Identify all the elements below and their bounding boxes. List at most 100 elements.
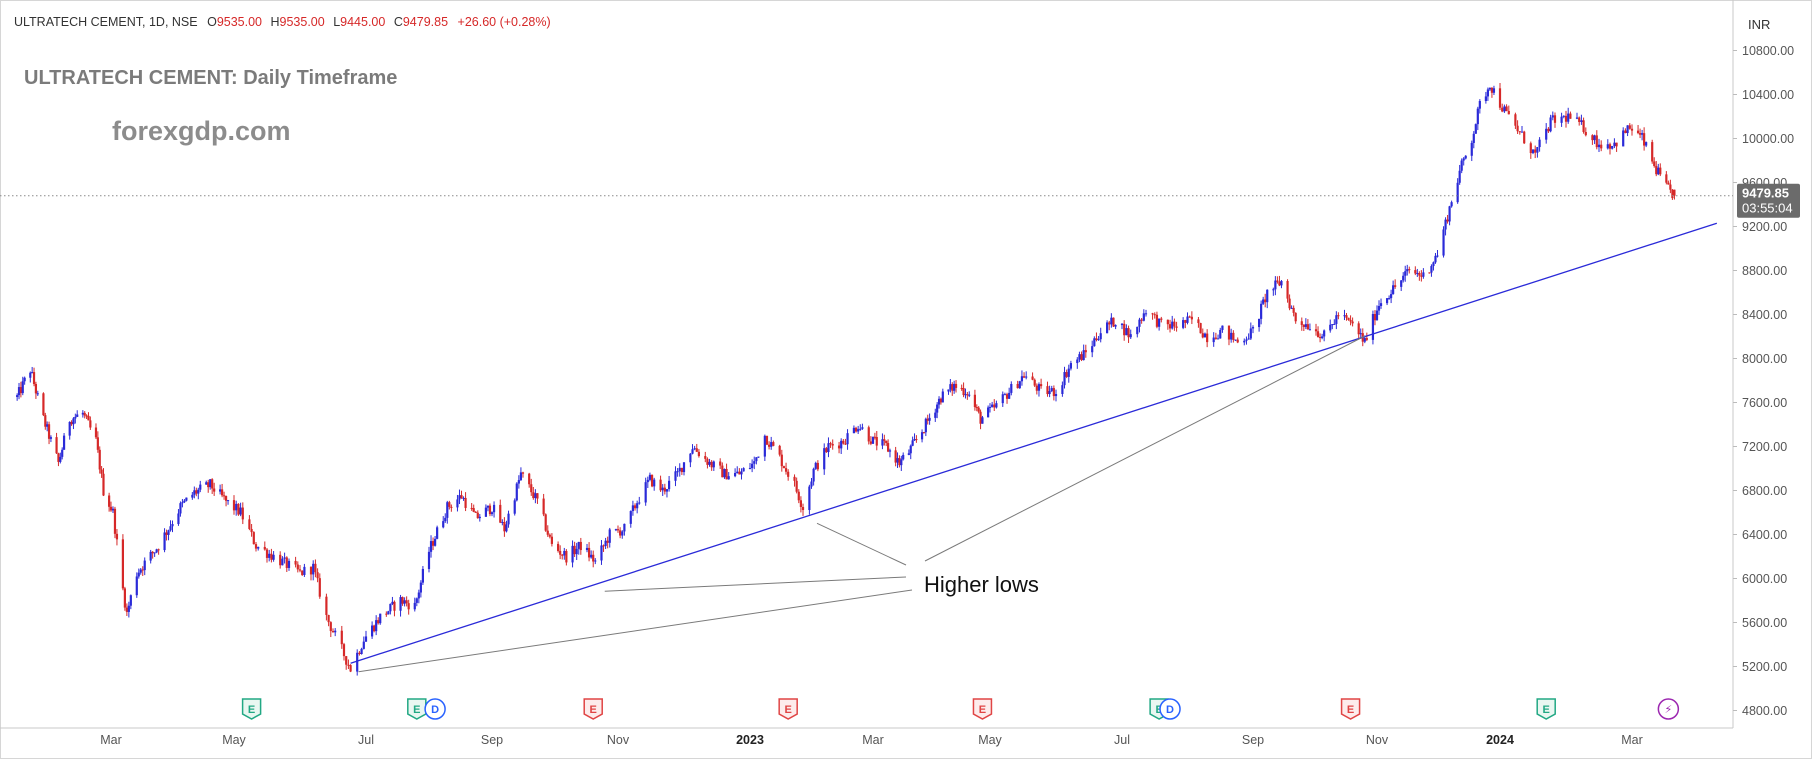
candle (1404, 265, 1407, 282)
candle (318, 573, 321, 599)
candle (1153, 312, 1156, 319)
candle (1018, 380, 1021, 389)
candle (1091, 340, 1094, 358)
candle (237, 503, 240, 516)
candle (1645, 141, 1648, 148)
candle (629, 510, 632, 528)
support-trendline[interactable] (350, 222, 1718, 664)
candle (979, 409, 982, 430)
candle (1171, 315, 1174, 330)
candle (1186, 312, 1189, 325)
candle (594, 558, 597, 565)
candle (1534, 145, 1537, 159)
dividend-marker[interactable]: D (424, 698, 446, 720)
candle (1591, 134, 1594, 145)
candle (1025, 371, 1028, 380)
candle (32, 367, 36, 387)
candle (327, 614, 330, 627)
candle (270, 548, 273, 563)
candle (100, 466, 103, 478)
candle (765, 435, 769, 446)
candle (680, 467, 683, 475)
candle (1264, 293, 1267, 308)
event-marker-letter: D (1166, 704, 1174, 716)
candle (1458, 164, 1461, 185)
higher-low-connector[interactable] (358, 589, 913, 673)
candle (1464, 155, 1467, 160)
candle (1120, 323, 1124, 330)
candle (1138, 317, 1141, 333)
candle (263, 541, 266, 551)
earnings-upcoming-marker[interactable]: E (778, 698, 798, 720)
x-tick-label: Sep (481, 733, 503, 747)
candle (1560, 112, 1563, 127)
open-value: 9535.00 (217, 15, 262, 29)
candle (633, 503, 637, 511)
candle (1442, 226, 1445, 258)
event-markers[interactable]: E E D E E E E D E E ⚡ (241, 698, 1680, 720)
candle (235, 500, 238, 516)
candle (1490, 87, 1494, 98)
candle (464, 492, 467, 512)
candle (1514, 112, 1517, 130)
earnings-past-marker[interactable]: E (1536, 698, 1556, 720)
higher-low-connector[interactable] (924, 335, 1366, 562)
candle (604, 537, 607, 550)
candle (241, 502, 244, 525)
earnings-upcoming-marker[interactable]: E (1340, 698, 1361, 720)
higher-low-connector[interactable] (604, 576, 907, 592)
dividend-marker[interactable]: D (1159, 698, 1181, 720)
candle (691, 444, 694, 455)
candle (460, 490, 463, 499)
candle (663, 483, 666, 495)
x-tick-label: Sep (1242, 733, 1264, 747)
candle (47, 421, 51, 445)
x-tick-label: Mar (862, 733, 884, 747)
high-value: 9535.00 (280, 15, 325, 29)
currency-label: INR (1748, 17, 1770, 32)
candle (1501, 103, 1504, 113)
split-marker[interactable]: ⚡ (1657, 698, 1680, 720)
candle (1108, 320, 1111, 331)
candle (1140, 317, 1143, 324)
candle (61, 447, 64, 460)
candle (934, 408, 937, 422)
higher-low-connector[interactable] (816, 522, 907, 566)
candle (436, 525, 439, 540)
earnings-upcoming-marker[interactable]: E (583, 698, 603, 720)
candle (1318, 333, 1322, 343)
candle (111, 506, 115, 514)
candle (682, 462, 686, 476)
candle (448, 500, 451, 510)
candle (1037, 382, 1041, 397)
candle (488, 503, 492, 517)
candle (561, 554, 564, 560)
candle (1067, 364, 1070, 383)
event-marker-letter: E (413, 704, 420, 716)
candle (36, 390, 39, 396)
candle (1365, 332, 1368, 342)
candle (548, 533, 551, 539)
earnings-upcoming-marker[interactable]: E (972, 698, 993, 720)
drawings[interactable] (0, 195, 1733, 673)
candle (991, 401, 994, 408)
candle (926, 414, 929, 425)
candle (1182, 317, 1185, 330)
y-tick-label: 7600.00 (1742, 396, 1787, 410)
candle (296, 561, 299, 573)
candle (362, 636, 365, 650)
candle (1001, 391, 1004, 407)
candle (869, 436, 872, 446)
candle (1245, 336, 1248, 345)
earnings-past-marker[interactable]: E (407, 698, 427, 720)
bar-countdown: 03:55:04 (1742, 201, 1793, 216)
earnings-past-marker[interactable]: E (241, 698, 262, 720)
candle (1641, 129, 1644, 141)
candle (415, 597, 418, 607)
candle (1387, 295, 1391, 300)
y-tick-label: 6400.00 (1742, 528, 1787, 542)
candle (1302, 324, 1305, 332)
candle (1531, 149, 1535, 155)
